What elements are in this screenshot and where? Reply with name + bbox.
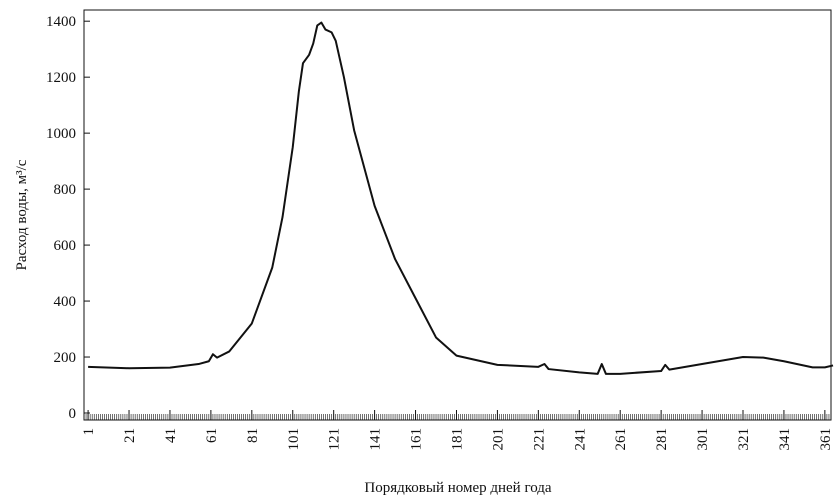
x-tick-label: 201 xyxy=(490,428,506,451)
y-tick-label: 600 xyxy=(54,238,77,254)
x-tick-label: 101 xyxy=(286,428,302,451)
x-tick-label: 61 xyxy=(204,428,220,443)
x-tick-label: 261 xyxy=(613,428,629,451)
y-tick-label: 800 xyxy=(54,182,77,198)
x-tick-label: 241 xyxy=(572,428,588,451)
y-tick-label: 400 xyxy=(54,294,77,310)
x-tick-label: 21 xyxy=(122,428,138,443)
x-tick-label: 301 xyxy=(695,428,711,451)
x-tick-label: 221 xyxy=(531,428,547,451)
x-axis-title: Порядковый номер дней года xyxy=(364,480,552,496)
x-tick-label: 341 xyxy=(777,428,793,451)
y-tick-label: 200 xyxy=(54,350,77,366)
y-tick-label: 1400 xyxy=(46,14,76,30)
x-tick-label: 161 xyxy=(409,428,425,451)
data-line xyxy=(88,21,834,375)
x-tick-label: 361 xyxy=(818,428,834,451)
x-tick-label: 41 xyxy=(163,428,179,443)
y-tick-label: 0 xyxy=(69,406,77,422)
y-tick-label: 1200 xyxy=(46,70,76,86)
plot-frame xyxy=(83,9,832,421)
x-tick-label: 141 xyxy=(368,428,384,451)
x-tick-label: 321 xyxy=(736,428,752,451)
y-tick-label: 1000 xyxy=(46,126,76,142)
x-tick-label: 81 xyxy=(245,428,261,443)
x-tick-label: 281 xyxy=(654,428,670,451)
x-tick-label: 1 xyxy=(81,428,97,436)
x-tick-label: 121 xyxy=(327,428,343,451)
x-tick-label: 181 xyxy=(449,428,465,451)
y-axis-title: Расход воды, м³/с xyxy=(14,159,30,270)
